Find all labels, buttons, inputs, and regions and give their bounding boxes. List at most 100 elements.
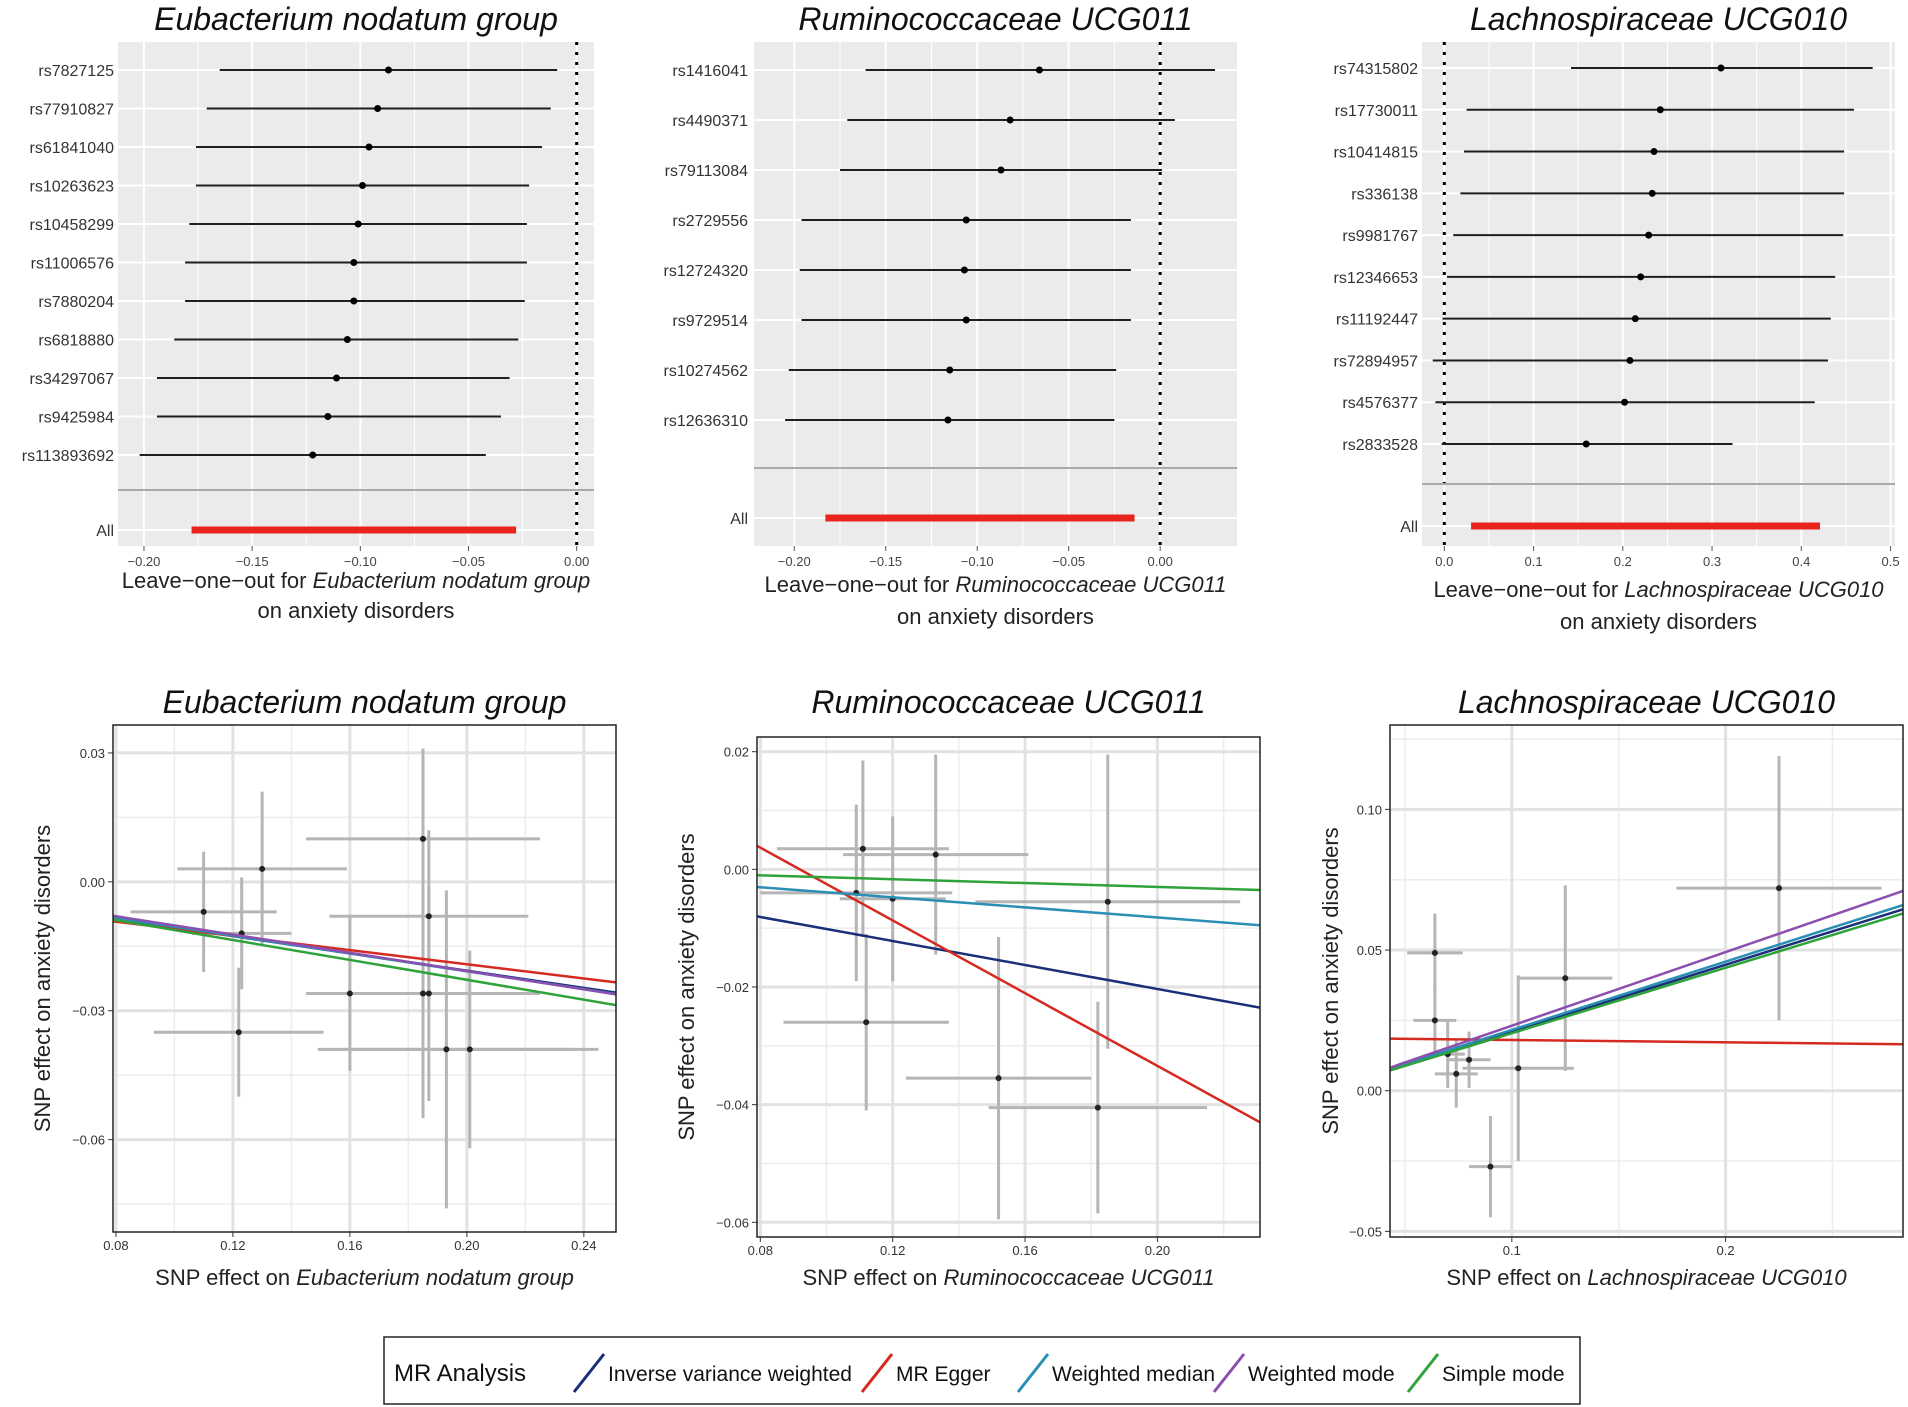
snp-estimate-point (1582, 440, 1590, 448)
snp-estimate-point (997, 166, 1005, 174)
snp-estimate-point (962, 316, 970, 324)
snp-point (443, 1046, 450, 1053)
forest-panel-background (1422, 42, 1895, 546)
x-tick-label: 0.08 (103, 1238, 128, 1253)
snp-estimate-point (384, 66, 392, 74)
x-axis-label-line2: on anxiety disorders (258, 598, 455, 623)
x-tick-label: 0.16 (337, 1238, 362, 1253)
legend-item-label: Weighted mode (1248, 1363, 1395, 1386)
mr-line (113, 914, 616, 996)
x-tick-label: 0.00 (1148, 554, 1173, 569)
snp-label: rs4490371 (672, 113, 748, 130)
scatter-plot-area (113, 748, 616, 1209)
snp-estimate-point (358, 182, 366, 189)
x-axis-label: Leave−one−out for Eubacterium nodatum gr… (122, 568, 590, 593)
legend-item: Weighted mode (1212, 1353, 1395, 1393)
snp-label: rs12636310 (663, 413, 748, 430)
legend-swatch (572, 1353, 606, 1393)
snp-estimate-point (1006, 116, 1014, 124)
snp-label: rs11006576 (31, 256, 114, 273)
snp-estimate-point (1650, 148, 1658, 156)
y-tick-label: 0.02 (724, 745, 749, 760)
snp-estimate-point (1631, 315, 1639, 323)
y-tick-label: −0.04 (716, 1098, 749, 1113)
snp-point (419, 990, 426, 997)
snp-label: rs9981767 (1342, 228, 1418, 245)
mr-line (1390, 889, 1903, 1069)
snp-label: rs10414815 (1333, 145, 1418, 162)
mr-line (757, 844, 1260, 1124)
scatter-panel-background (113, 725, 616, 1232)
snp-label: rs10263623 (29, 179, 114, 196)
mr-line (1390, 912, 1903, 1072)
x-tick-label: 0.12 (880, 1243, 905, 1258)
all-label: All (1400, 519, 1418, 536)
snp-point (466, 1046, 473, 1053)
snp-point (425, 913, 432, 920)
snp-point (1515, 1065, 1522, 1072)
x-tick-label: −0.20 (778, 554, 811, 569)
legend-box (383, 1336, 1581, 1405)
legend: MR Analysis Inverse variance weighted MR E… (383, 1336, 1581, 1405)
snp-estimate-point (1656, 106, 1664, 114)
snp-estimate-point (1626, 356, 1634, 364)
snp-label: rs1416041 (672, 63, 748, 80)
snp-estimate-point (960, 266, 968, 274)
snp-label: rs10458299 (29, 217, 114, 234)
x-tick-label: −0.15 (236, 554, 269, 569)
snp-estimate-point (354, 220, 362, 228)
mr-line (113, 920, 616, 984)
mr-line (757, 873, 1260, 892)
snp-estimate-point (309, 451, 317, 459)
x-tick-label: 0.1 (1525, 554, 1543, 569)
snp-estimate-point (343, 336, 351, 343)
chart-title: Lachnospiraceae UCG010 (1470, 1, 1847, 37)
snp-label: rs77910827 (29, 102, 114, 119)
all-label: All (96, 523, 114, 540)
snp-point (1453, 1070, 1460, 1077)
y-tick-label: 0.10 (1357, 802, 1382, 817)
snp-point (1487, 1163, 1494, 1170)
snp-estimate-point (1637, 273, 1645, 281)
y-tick-label: 0.00 (1357, 1084, 1382, 1099)
mr-scatter-plot-3: 0.1 0.2 0.10 0.05 0.00 −0.05 Lachnospiraceae U… (1318, 684, 1904, 1290)
snp-estimate-point (374, 105, 382, 112)
chart-title: Ruminococcaceae UCG011 (798, 1, 1192, 37)
x-axis-label: Leave−one−out for Lachnospiraceae UCG010 (1433, 577, 1884, 602)
x-tick-label: 0.20 (1145, 1243, 1170, 1258)
snp-estimate-point (1648, 189, 1656, 197)
snp-point (346, 990, 353, 997)
snp-label: rs10274562 (663, 363, 748, 380)
scatter-panel-border (1389, 724, 1904, 1238)
x-tick-label: 0.24 (571, 1238, 596, 1253)
forest-plot-1: rs7827125 rs77910827 rs61841040 rs10263623 r… (22, 1, 594, 623)
snp-label: rs2729556 (672, 213, 748, 230)
snp-label: rs72894957 (1333, 353, 1418, 370)
snp-estimate-point (1645, 231, 1653, 239)
snp-point (932, 851, 939, 858)
x-tick-label: −0.10 (961, 554, 994, 569)
snp-point (995, 1075, 1002, 1082)
y-tick-label: −0.06 (716, 1215, 749, 1230)
forest-plot-2: rs1416041 rs4490371 rs79113084 rs2729556 rs1… (663, 1, 1237, 629)
snp-label: rs11192447 (1336, 312, 1418, 329)
snp-point (1431, 949, 1438, 956)
snp-label: rs7880204 (38, 294, 114, 311)
y-axis-label: SNP effect on anxiety disorders (1318, 827, 1343, 1134)
y-tick-label: 0.05 (1357, 943, 1382, 958)
x-tick-label: 0.4 (1792, 554, 1810, 569)
chart-title: Eubacterium nodatum group (163, 684, 567, 720)
y-tick-label: −0.02 (716, 980, 749, 995)
snp-point (863, 1019, 870, 1026)
snp-label: rs9425984 (38, 410, 114, 427)
snp-estimate-point (350, 259, 358, 266)
snp-point (1466, 1056, 1473, 1063)
snp-label: rs79113084 (665, 163, 748, 180)
x-axis-label: SNP effect on Ruminococcaceae UCG011 (802, 1265, 1214, 1290)
x-tick-label: 0.2 (1614, 554, 1632, 569)
snp-point (425, 990, 432, 997)
mr-line (1390, 908, 1903, 1071)
chart-title: Eubacterium nodatum group (154, 1, 558, 37)
x-axis-label-line2: on anxiety disorders (897, 604, 1094, 629)
